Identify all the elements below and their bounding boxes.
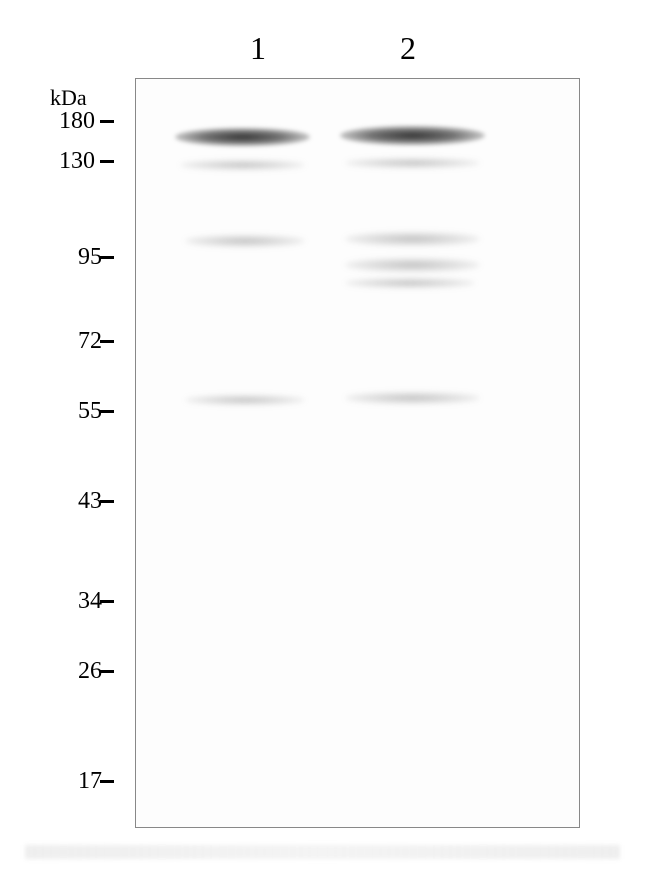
band-lane2-95c — [345, 278, 475, 288]
marker-130: 130 — [35, 148, 95, 175]
marker-55: 55 — [42, 398, 102, 425]
bottom-shadow — [25, 845, 620, 859]
band-lane2-95b — [345, 258, 480, 272]
marker-dash-95 — [100, 256, 114, 259]
band-lane1-130 — [180, 160, 305, 170]
band-lane1-95 — [185, 235, 305, 247]
marker-dash-180 — [100, 120, 114, 123]
lane-label-2: 2 — [400, 30, 416, 67]
marker-dash-34 — [100, 600, 114, 603]
marker-dash-55 — [100, 410, 114, 413]
marker-26: 26 — [42, 658, 102, 685]
band-lane1-55 — [185, 395, 305, 405]
marker-17: 17 — [42, 768, 102, 795]
marker-dash-72 — [100, 340, 114, 343]
blot-membrane-frame — [135, 78, 580, 828]
marker-95: 95 — [42, 244, 102, 271]
marker-180: 180 — [35, 108, 95, 135]
marker-43: 43 — [42, 488, 102, 515]
lane-label-1: 1 — [250, 30, 266, 67]
band-lane2-55 — [345, 392, 480, 404]
band-lane2-95a — [345, 232, 480, 246]
marker-34: 34 — [42, 588, 102, 615]
band-lane2-130 — [345, 158, 480, 168]
western-blot-figure: kDa 1 2 180 130 95 72 55 43 34 26 17 — [0, 0, 650, 881]
marker-dash-26 — [100, 670, 114, 673]
band-lane2-main — [340, 126, 485, 145]
marker-72: 72 — [42, 328, 102, 355]
marker-dash-43 — [100, 500, 114, 503]
band-lane1-main — [175, 128, 310, 146]
marker-dash-130 — [100, 160, 114, 163]
marker-dash-17 — [100, 780, 114, 783]
